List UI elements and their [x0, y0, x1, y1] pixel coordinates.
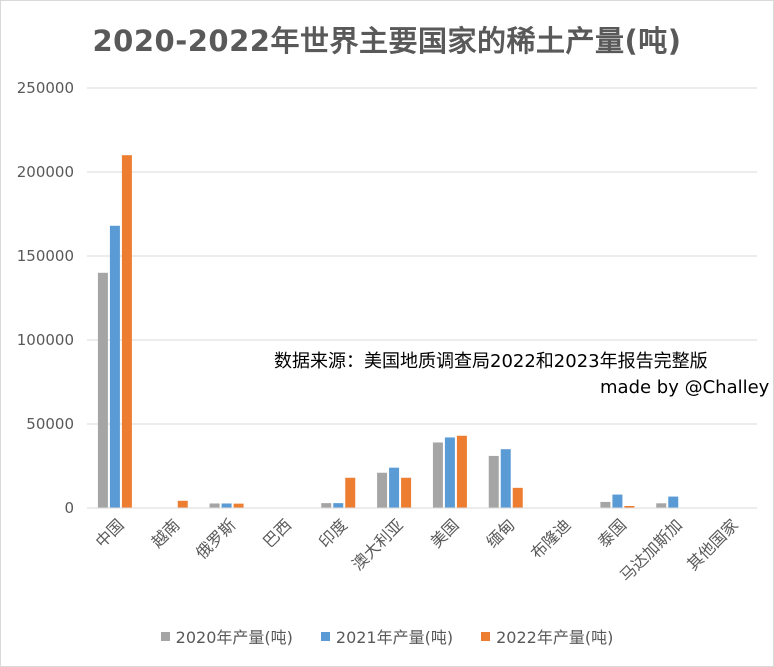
- legend-swatch: [481, 631, 491, 641]
- legend-label: 2020年产量(吨): [175, 628, 293, 647]
- bar: [389, 467, 400, 508]
- legend-item: 2021年产量(吨): [320, 624, 454, 648]
- bar: [97, 272, 108, 508]
- bar: [612, 494, 623, 508]
- y-tick-label: 0: [64, 499, 74, 517]
- bar: [121, 155, 132, 508]
- bar: [377, 472, 388, 508]
- bar: [333, 503, 344, 508]
- y-tick-label: 100000: [17, 331, 74, 349]
- bar: [209, 503, 220, 508]
- x-tick-label: 越南: [147, 515, 183, 551]
- chart-title: 2020-2022年世界主要国家的稀土产量(吨): [92, 24, 682, 58]
- author-annotation: made by @Challey: [600, 377, 770, 398]
- x-tick-label: 中国: [92, 515, 128, 551]
- bar: [109, 225, 120, 508]
- legend-item: 2022年产量(吨): [481, 624, 613, 648]
- y-tick-label: 250000: [17, 79, 74, 97]
- x-tick-label: 澳大利亚: [348, 515, 407, 574]
- bar: [668, 496, 679, 508]
- legend-swatch: [160, 631, 170, 641]
- legend: 2020年产量(吨) 2021年产量(吨) 2022年产量(吨): [0, 624, 774, 648]
- x-tick-label: 其他国家: [683, 515, 742, 574]
- bar: [488, 455, 499, 508]
- legend-label: 2022年产量(吨): [496, 628, 614, 647]
- legend-item: 2020年产量(吨): [160, 624, 293, 648]
- bar: [432, 442, 443, 508]
- bar: [500, 449, 511, 508]
- bar: [345, 477, 356, 508]
- x-tick-label: 巴西: [259, 515, 295, 551]
- plot-area: 0 50000 100000 150000 200000 250000 中国 越南 俄罗斯 巴西印…: [17, 79, 757, 585]
- bar: [233, 503, 244, 508]
- x-tick-label: 印度: [315, 515, 351, 551]
- bar: [221, 503, 232, 508]
- x-tick-label: 俄罗斯: [192, 515, 239, 562]
- legend-swatch: [320, 631, 330, 641]
- legend-label: 2021年产量(吨): [335, 628, 454, 647]
- x-tick-label: 布隆迪: [527, 515, 574, 562]
- x-tick-label: 美国: [427, 515, 463, 551]
- bar: [600, 501, 611, 508]
- bar: [177, 500, 188, 508]
- bar: [512, 487, 523, 508]
- bar: [401, 477, 412, 508]
- bar: [624, 505, 635, 508]
- y-tick-label: 50000: [26, 415, 74, 433]
- source-annotation: 数据来源：美国地质调查局2022和2023年报告完整版: [274, 351, 708, 372]
- bar: [321, 503, 332, 508]
- x-tick-label: 缅甸: [482, 515, 518, 551]
- bar: [656, 503, 667, 508]
- bar: [444, 437, 455, 508]
- y-tick-label: 150000: [17, 247, 74, 265]
- x-tick-label: 泰国: [594, 515, 630, 551]
- y-tick-label: 200000: [17, 163, 74, 181]
- bar: [456, 435, 467, 508]
